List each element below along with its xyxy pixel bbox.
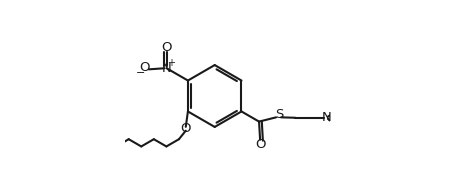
Text: O: O [255,138,265,151]
Text: O: O [139,61,150,74]
Text: +: + [167,58,175,68]
Text: O: O [181,122,191,135]
Text: N: N [162,62,172,75]
Text: −: − [136,68,145,78]
Text: O: O [162,41,172,54]
Text: S: S [275,108,283,121]
Text: N: N [321,111,331,124]
